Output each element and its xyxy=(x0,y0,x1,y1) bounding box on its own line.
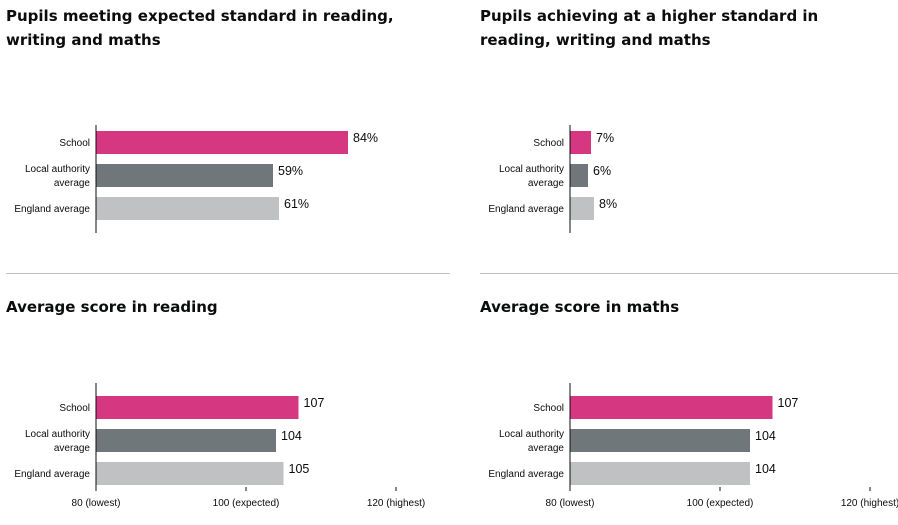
value-label: 104 xyxy=(755,429,776,443)
category-label: average xyxy=(528,178,565,189)
bar xyxy=(96,197,279,220)
chart-panel-higher-standard: Pupils achieving at a higher standard in… xyxy=(480,4,898,274)
category-label: School xyxy=(59,403,90,414)
bar xyxy=(96,164,273,187)
bar-chart: 107 School 104 Local authority average 105 Eng… xyxy=(14,383,425,509)
value-label: 105 xyxy=(289,462,310,476)
bar xyxy=(96,462,284,485)
bar xyxy=(570,429,750,452)
tick-label: 120 (highest) xyxy=(367,498,425,509)
category-label: average xyxy=(54,178,91,189)
tick-label: 100 (expected) xyxy=(687,498,754,509)
bar xyxy=(570,197,594,220)
category-label: Local authority xyxy=(499,429,564,440)
chart-title: Average score in reading xyxy=(6,298,218,316)
bar xyxy=(570,164,588,187)
divider xyxy=(480,273,898,274)
category-label: School xyxy=(59,138,90,149)
category-label: England average xyxy=(488,469,564,480)
chart-panel-reading-score: Average score in reading 107 School 104 Loc… xyxy=(6,295,450,525)
category-label: England average xyxy=(488,204,564,215)
category-label: England average xyxy=(14,469,90,480)
chart-title: Pupils achieving at a higher standard in… xyxy=(480,7,819,49)
tick-label: 120 (highest) xyxy=(841,498,898,509)
bar-chart: 107 School 104 Local authority average 104 Eng… xyxy=(488,383,898,509)
chart-title: Pupils meeting expected standard in read… xyxy=(6,7,394,49)
chart-title: Average score in maths xyxy=(480,298,680,316)
value-label: 104 xyxy=(755,462,776,476)
divider xyxy=(6,273,450,274)
bar xyxy=(96,396,299,419)
tick-label: 80 (lowest) xyxy=(546,498,595,509)
category-label: England average xyxy=(14,204,90,215)
bar xyxy=(570,462,750,485)
bar-chart: 84% School 59% Local authority average 61% Eng… xyxy=(14,125,378,233)
chart-panel-maths-score: Average score in maths 107 School 104 Local… xyxy=(480,295,898,525)
category-label: Local authority xyxy=(499,164,564,175)
value-label: 84% xyxy=(353,131,378,145)
tick-label: 80 (lowest) xyxy=(72,498,121,509)
value-label: 59% xyxy=(278,164,303,178)
bar-chart: 7% School 6% Local authority average 8% Englan… xyxy=(488,125,617,233)
value-label: 104 xyxy=(281,429,302,443)
bar xyxy=(570,131,591,154)
value-label: 61% xyxy=(284,197,309,211)
category-label: Local authority xyxy=(25,164,90,175)
category-label: School xyxy=(533,138,564,149)
value-label: 8% xyxy=(599,197,617,211)
value-label: 107 xyxy=(304,396,325,410)
category-label: average xyxy=(54,443,91,454)
bar xyxy=(96,429,276,452)
bar xyxy=(96,131,348,154)
value-label: 107 xyxy=(778,396,799,410)
tick-label: 100 (expected) xyxy=(213,498,280,509)
value-label: 6% xyxy=(593,164,611,178)
bar xyxy=(570,396,773,419)
category-label: School xyxy=(533,403,564,414)
category-label: average xyxy=(528,443,565,454)
value-label: 7% xyxy=(596,131,614,145)
chart-panel-expected-standard: Pupils meeting expected standard in read… xyxy=(6,4,450,274)
category-label: Local authority xyxy=(25,429,90,440)
